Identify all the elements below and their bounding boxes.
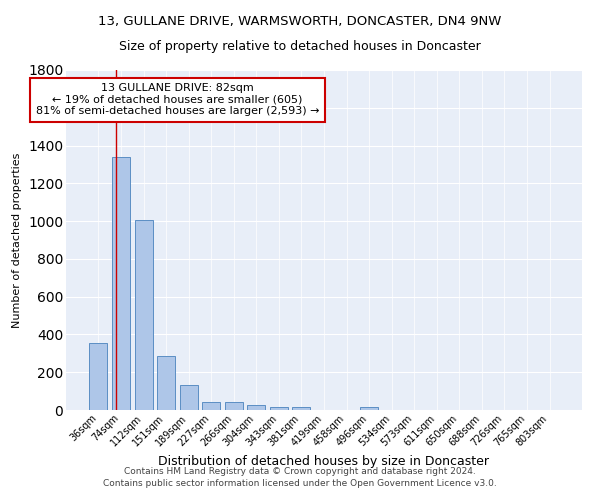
Bar: [89, 343, 107, 410]
Bar: [360, 407, 378, 410]
Bar: [157, 356, 175, 410]
Bar: [225, 402, 243, 410]
Bar: [112, 157, 130, 410]
Bar: [202, 402, 220, 410]
Text: 13, GULLANE DRIVE, WARMSWORTH, DONCASTER, DN4 9NW: 13, GULLANE DRIVE, WARMSWORTH, DONCASTER…: [98, 15, 502, 28]
Bar: [179, 386, 198, 410]
Bar: [270, 406, 288, 410]
Bar: [134, 220, 152, 410]
Text: 13 GULLANE DRIVE: 82sqm
← 19% of detached houses are smaller (605)
81% of semi-d: 13 GULLANE DRIVE: 82sqm ← 19% of detache…: [35, 83, 319, 116]
Text: Size of property relative to detached houses in Doncaster: Size of property relative to detached ho…: [119, 40, 481, 53]
Text: Contains HM Land Registry data © Crown copyright and database right 2024.
Contai: Contains HM Land Registry data © Crown c…: [103, 466, 497, 487]
Y-axis label: Number of detached properties: Number of detached properties: [13, 152, 22, 328]
Bar: [292, 407, 310, 410]
Bar: [247, 404, 265, 410]
X-axis label: Distribution of detached houses by size in Doncaster: Distribution of detached houses by size …: [158, 454, 490, 468]
